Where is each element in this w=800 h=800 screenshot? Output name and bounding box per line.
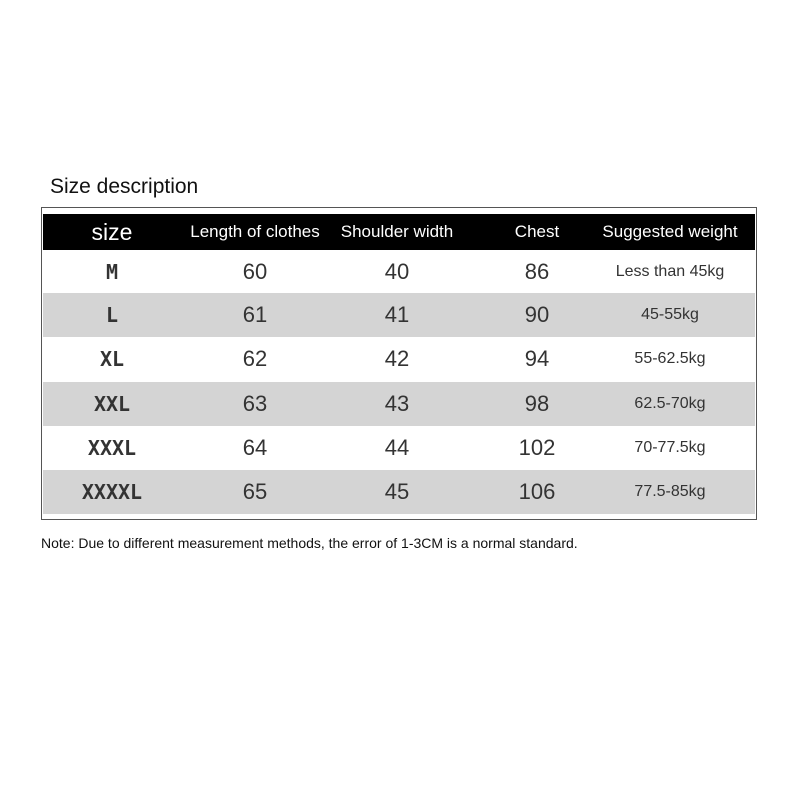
table-row: XXXXL 65 45 106 77.5-85kg xyxy=(43,470,755,514)
cell-size: XXXXL xyxy=(81,480,143,504)
table-row: M 60 40 86 Less than 45kg xyxy=(43,250,755,294)
cell-length: 63 xyxy=(242,391,268,416)
header-length: Length of clothes xyxy=(190,222,320,241)
cell-length: 65 xyxy=(242,479,268,504)
cell-shoulder: 40 xyxy=(384,259,410,284)
table-row: XXXL 64 44 102 70-77.5kg xyxy=(43,426,755,470)
cell-size: XXL xyxy=(93,392,131,416)
cell-weight: 45-55kg xyxy=(641,306,699,323)
cell-weight: 62.5-70kg xyxy=(634,395,706,412)
cell-shoulder: 43 xyxy=(384,391,410,416)
table-row: XXL 63 43 98 62.5-70kg xyxy=(43,382,755,426)
cell-chest: 94 xyxy=(524,346,550,371)
header-weight: Suggested weight xyxy=(602,222,738,241)
cell-length: 62 xyxy=(242,346,268,371)
cell-chest: 106 xyxy=(518,479,556,504)
cell-shoulder: 42 xyxy=(384,346,410,371)
cell-length: 61 xyxy=(242,302,268,327)
cell-shoulder: 41 xyxy=(384,302,410,327)
cell-chest: 102 xyxy=(518,435,556,460)
cell-shoulder: 45 xyxy=(384,479,410,504)
size-table: size Length of clothes Shoulder width Ch… xyxy=(41,207,757,520)
cell-size: XXXL xyxy=(87,436,137,460)
table-header: size Length of clothes Shoulder width Ch… xyxy=(43,214,755,250)
cell-chest: 90 xyxy=(524,302,550,327)
cell-shoulder: 44 xyxy=(384,435,410,460)
page-title: Size description xyxy=(50,175,199,198)
cell-weight: 77.5-85kg xyxy=(634,483,706,500)
table-row: L 61 41 90 45-55kg xyxy=(43,293,755,337)
cell-size: M xyxy=(105,260,119,284)
header-chest: Chest xyxy=(514,222,560,241)
note-text: Note: Due to different measurement metho… xyxy=(41,535,578,551)
cell-chest: 86 xyxy=(524,259,550,284)
cell-size: XL xyxy=(99,347,125,371)
cell-chest: 98 xyxy=(524,391,550,416)
cell-length: 64 xyxy=(242,435,268,460)
cell-size: L xyxy=(105,303,119,327)
cell-weight: 70-77.5kg xyxy=(634,439,706,456)
header-size: size xyxy=(91,218,133,245)
cell-weight: Less than 45kg xyxy=(615,263,725,280)
cell-weight: 55-62.5kg xyxy=(634,350,706,367)
cell-length: 60 xyxy=(242,259,268,284)
header-shoulder: Shoulder width xyxy=(340,222,454,241)
table-row: XL 62 42 94 55-62.5kg xyxy=(43,337,755,381)
